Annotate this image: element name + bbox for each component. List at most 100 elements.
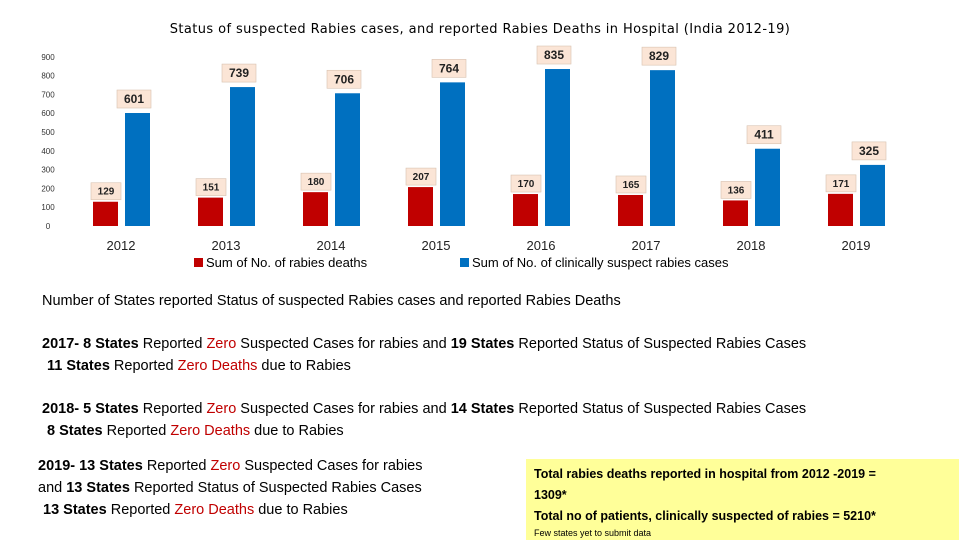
data-label-box [536,45,572,65]
data-label-text: 165 [623,180,640,191]
legend: Sum of No. of rabies deaths Sum of No. o… [194,255,729,270]
x-tick-label: 2019 [842,238,871,253]
data-label-suspected: 739 [221,63,257,83]
data-label-text: 764 [439,61,459,75]
data-label-text: 151 [203,183,220,194]
y-tick-label: 300 [41,166,55,175]
bars [93,69,885,227]
totals-line-2: 1309* [534,488,567,502]
block-2017: 2017- 8 States Reported Zero Suspected C… [42,333,806,377]
data-label-suspected: 325 [851,141,887,161]
data-label-text: 739 [229,66,249,80]
data-label-deaths: 165 [615,175,647,194]
data-label-suspected: 764 [431,59,467,78]
data-label-suspected: 835 [536,45,572,65]
line-2018-2: 8 States Reported Zero Deaths due to Rab… [47,423,344,439]
x-tick-label: 2017 [632,238,661,253]
data-label-box [851,141,887,161]
data-label-suspected: 411 [746,125,782,145]
bar-suspected [230,87,255,227]
bar-suspected [335,93,360,226]
bar-suspected [440,82,465,226]
bar-chart: Status of suspected Rabies cases, and re… [41,22,887,270]
data-label-text: 136 [728,185,745,196]
data-label-text: 829 [649,49,669,63]
bar-deaths [303,192,328,226]
x-tick-label: 2018 [737,238,766,253]
data-label-suspected: 601 [116,89,152,109]
y-tick-label: 400 [41,147,55,156]
data-label-box [431,59,467,78]
data-label-text: 411 [754,128,774,142]
data-label-box [300,172,332,191]
chart-title: Status of suspected Rabies cases, and re… [170,22,791,37]
data-label-text: 207 [413,172,430,183]
y-tick-label: 900 [41,53,55,62]
x-tick-label: 2012 [107,238,136,253]
bar-suspected [125,113,150,226]
data-label-box [825,174,857,193]
data-label-text: 171 [833,179,850,190]
data-label-box [326,69,362,89]
data-label-suspected: 829 [641,46,677,66]
data-label-box [405,167,437,186]
block-2019: 2019- 13 States Reported Zero Suspected … [38,455,423,521]
totals-line-1: Total rabies deaths reported in hospital… [534,467,876,481]
bar-deaths [618,194,643,226]
data-label-deaths: 180 [300,172,332,191]
y-tick-label: 800 [41,72,55,81]
bar-deaths [828,193,853,226]
y-tick-label: 600 [41,109,55,118]
y-tick-label: 0 [46,222,51,231]
data-label-deaths: 170 [510,174,542,193]
bar-deaths [723,200,748,226]
x-axis: 2012 2013 2014 2015 2016 2017 2018 2019 [107,238,871,253]
line-2019-1: 2019- 13 States Reported Zero Suspected … [38,458,423,474]
data-label-box [615,175,647,194]
data-label-text: 180 [308,177,325,188]
data-label-deaths: 207 [405,167,437,186]
line-2017-1: 2017- 8 States Reported Zero Suspected C… [42,336,807,352]
data-label-box [195,178,227,196]
line-2017-2: 11 States Reported Zero Deaths due to Ra… [47,358,351,374]
y-axis: 0 100 200 300 400 500 600 700 800 900 [41,53,55,231]
data-label-deaths: 136 [720,181,752,199]
totals-box: Total rabies deaths reported in hospital… [526,459,959,540]
bar-suspected [545,69,570,227]
y-tick-label: 700 [41,90,55,99]
bar-suspected [860,164,885,226]
data-label-box [90,182,122,201]
data-label-box [720,181,752,199]
data-label-deaths: 151 [195,178,227,196]
x-tick-label: 2016 [527,238,556,253]
data-label-deaths: 171 [825,174,857,193]
line-2019-3: 13 States Reported Zero Deaths due to Ra… [43,502,348,518]
bar-deaths [408,187,433,226]
legend-swatch-suspected [460,258,469,267]
line-2019-2: and 13 States Reported Status of Suspect… [38,480,422,496]
bar-suspected [650,70,675,226]
legend-label-deaths: Sum of No. of rabies deaths [206,255,368,270]
data-label-box [116,89,152,109]
bar-deaths [513,194,538,226]
states-heading: Number of States reported Status of susp… [42,293,621,309]
data-label-box [641,46,677,66]
x-tick-label: 2015 [422,238,451,253]
data-label-box [746,125,782,145]
data-label-text: 129 [98,187,115,198]
bar-deaths [93,201,118,226]
block-2018: 2018- 5 States Reported Zero Suspected C… [42,398,806,442]
data-label-box [221,63,257,83]
x-tick-label: 2014 [317,238,346,253]
totals-line-3: Total no of patients, clinically suspect… [534,509,876,523]
data-label-text: 170 [518,179,535,190]
y-tick-label: 200 [41,184,55,193]
y-tick-label: 100 [41,203,55,212]
bar-suspected [755,148,780,226]
y-tick-label: 500 [41,128,55,137]
totals-note: Few states yet to submit data [534,528,652,538]
data-labels: 129 601 151 739 180 706 207 764 170 835 165 829 136 4… [90,45,887,201]
line-2018-1: 2018- 5 States Reported Zero Suspected C… [42,401,807,417]
data-label-text: 835 [544,48,564,62]
data-label-box [510,174,542,193]
